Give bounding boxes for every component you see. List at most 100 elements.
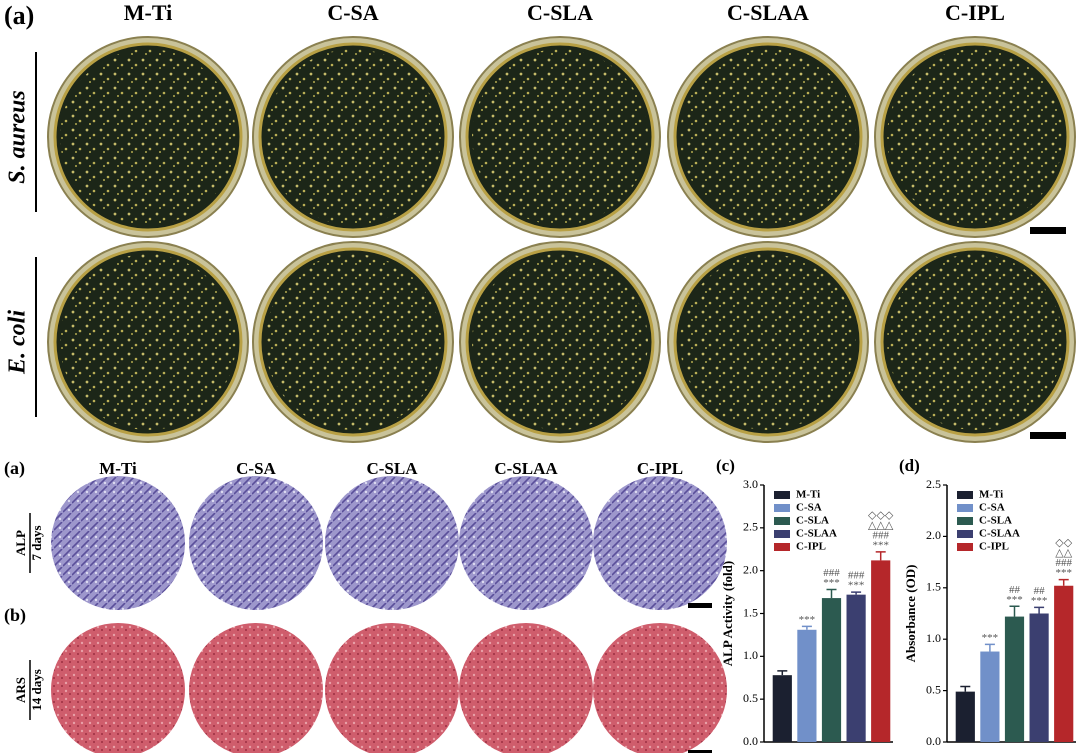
error-bar <box>851 591 862 595</box>
error-bar <box>984 643 995 652</box>
scale-bar <box>688 603 712 608</box>
significance: *** <box>848 580 865 592</box>
significance: *** <box>1055 567 1072 579</box>
error-bar <box>801 625 812 630</box>
row-label: S. aureus <box>5 90 31 183</box>
legend-label: C-SLA <box>796 515 829 527</box>
column-header: C-SLAA <box>494 459 558 478</box>
panel-label: (a) <box>4 1 34 30</box>
bar <box>797 629 817 742</box>
stain-label: ALP <box>13 530 28 556</box>
stain-well <box>51 476 185 610</box>
significance: *** <box>823 577 840 589</box>
bar <box>1029 613 1049 742</box>
legend-swatch <box>774 504 790 512</box>
stain-well <box>593 623 727 753</box>
legend-swatch <box>774 517 790 525</box>
y-tick-label: 1.0 <box>926 631 941 645</box>
legend-label: C-IPL <box>796 541 826 553</box>
error-bar <box>875 551 886 561</box>
time-label: 7 days <box>29 525 44 560</box>
stain-well <box>51 623 185 753</box>
y-tick-label: 1.5 <box>743 605 758 619</box>
y-tick-label: 2.5 <box>743 520 758 534</box>
column-header: C-SLA <box>366 459 418 478</box>
colonies <box>680 49 856 225</box>
panel-label: (d) <box>899 456 920 475</box>
significance: ## <box>1034 585 1046 597</box>
y-tick-label: 0.5 <box>926 682 941 696</box>
colonies <box>887 49 1063 225</box>
significance: ## <box>1009 584 1021 596</box>
legend-label: C-SLAA <box>979 528 1020 540</box>
y-tick-label: 1.0 <box>743 648 758 662</box>
column-header: C-SLAA <box>727 0 809 25</box>
stain-well <box>593 476 727 610</box>
y-tick-label: 2.0 <box>926 528 941 542</box>
bar <box>1054 585 1074 742</box>
scale-bar <box>688 750 712 753</box>
row-label: E. coli <box>5 310 31 375</box>
legend-label: C-IPL <box>979 541 1009 553</box>
y-tick-label: 3.0 <box>743 477 758 491</box>
bar <box>955 691 975 742</box>
legend-swatch <box>957 543 973 551</box>
y-tick-label: 2.5 <box>926 477 941 491</box>
significance: ### <box>1055 557 1072 569</box>
column-header: M-Ti <box>124 0 172 25</box>
stain-well <box>189 623 323 753</box>
bar <box>846 594 866 742</box>
stain-well <box>325 623 459 753</box>
y-axis-label: Absorbance (OD) <box>903 565 918 663</box>
significance: △△ <box>1055 547 1072 559</box>
significance: *** <box>799 614 816 626</box>
bar <box>871 560 891 742</box>
stain-well <box>459 476 593 610</box>
significance: *** <box>982 632 999 644</box>
y-tick-label: 2.0 <box>743 562 758 576</box>
error-bar <box>960 685 971 692</box>
colonies <box>472 254 648 430</box>
legend-swatch <box>957 517 973 525</box>
legend-label: M-Ti <box>979 489 1003 501</box>
stain-label: ARS <box>13 677 28 703</box>
significance: △△△ <box>868 519 894 531</box>
y-axis-label: ALP Activity (fold) <box>720 561 735 666</box>
significance: ◇◇ <box>1055 537 1072 549</box>
panel-label: (a) <box>4 458 25 479</box>
significance: ### <box>848 570 865 582</box>
error-bar <box>1034 606 1045 614</box>
column-header: C-SLA <box>527 0 593 25</box>
colonies <box>60 49 236 225</box>
error-bar <box>826 588 837 599</box>
panel-label: (b) <box>4 605 26 626</box>
significance: ◇◇◇ <box>868 509 894 521</box>
colonies <box>265 49 441 225</box>
y-tick-label: 0.5 <box>743 691 758 705</box>
panel-label: (c) <box>716 456 735 475</box>
error-bar <box>1058 578 1069 586</box>
legend-swatch <box>957 504 973 512</box>
time-label: 14 days <box>29 669 44 711</box>
legend-swatch <box>774 491 790 499</box>
significance: *** <box>872 539 889 551</box>
y-tick-label: 0.0 <box>743 734 758 748</box>
significance: ### <box>823 567 840 579</box>
column-header: C-IPL <box>637 459 683 478</box>
bar <box>772 675 792 742</box>
error-bar <box>1009 605 1020 617</box>
bar <box>1004 616 1025 742</box>
significance: ### <box>872 529 889 541</box>
y-tick-label: 1.5 <box>926 580 941 594</box>
column-header: C-SA <box>327 0 378 25</box>
stain-well <box>459 623 593 753</box>
legend-label: C-SLA <box>979 515 1012 527</box>
bar <box>821 598 842 742</box>
legend-label: C-SA <box>979 502 1005 514</box>
legend-swatch <box>774 543 790 551</box>
stain-well <box>325 476 459 610</box>
scale-bar <box>1030 227 1066 234</box>
colonies <box>887 254 1063 430</box>
legend-label: M-Ti <box>796 489 820 501</box>
